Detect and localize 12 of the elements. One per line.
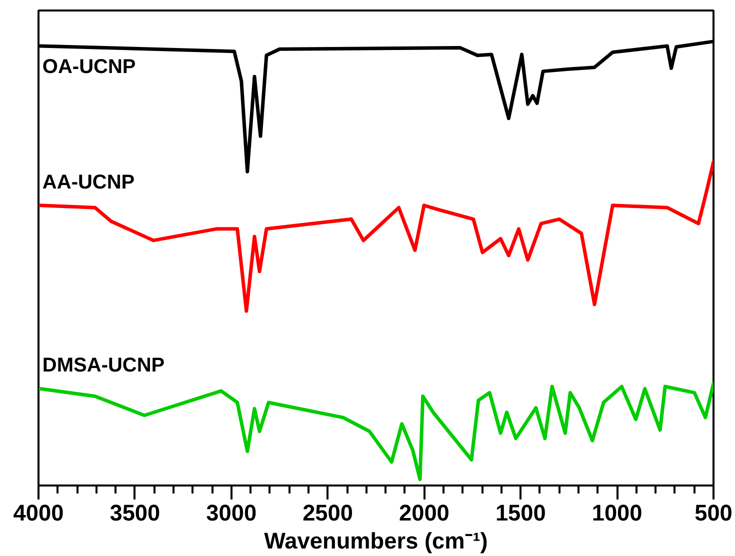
x-tick-label: 500 <box>694 500 732 526</box>
x-tick-label: 2500 <box>302 500 353 526</box>
series-label: DMSA-UCNP <box>42 354 165 377</box>
x-tick-label: 1500 <box>495 500 546 526</box>
series-label: AA-UCNP <box>42 171 135 194</box>
x-tick-label: 2000 <box>399 500 450 526</box>
x-tick-label: 3500 <box>110 500 160 526</box>
series-label: OA-UCNP <box>42 56 136 78</box>
x-tick-label: 4000 <box>13 500 64 526</box>
x-tick-label: 1000 <box>592 500 642 526</box>
x-tick-label: 3000 <box>206 500 257 526</box>
x-axis-title: Wavenumbers (cm⁻¹) <box>264 528 488 554</box>
